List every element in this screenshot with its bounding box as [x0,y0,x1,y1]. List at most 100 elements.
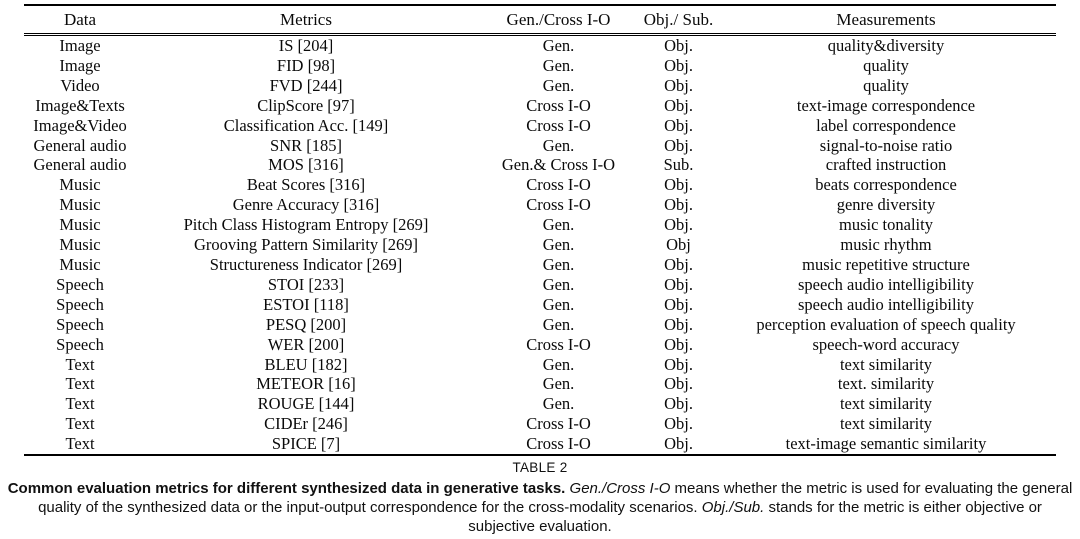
cell-metric: Grooving Pattern Similarity [269] [193,235,419,255]
cell-data: Music [59,175,101,195]
cell-gen-cross-io: Gen.& Cross I-O [501,155,616,175]
cell-gen-cross-io: Gen. [542,394,575,414]
cell-measurement: text-image semantic similarity [785,434,987,454]
table-row: Speech ESTOI [118] Gen. Obj. speech audi… [24,295,1056,315]
table-row: Image&Texts ClipScore [97] Cross I-O Obj… [24,96,1056,116]
cell-gen-cross-io: Cross I-O [526,414,591,434]
cell-measurement: speech-word accuracy [812,334,960,354]
table-row: Text ROUGE [144] Gen. Obj. text similari… [24,394,1056,414]
cell-obj-sub: Obj. [664,414,693,434]
cell-data: Text [65,354,95,374]
cell-measurement: crafted instruction [825,155,947,175]
cell-obj-sub: Obj. [664,36,693,55]
cell-data: Video [60,75,100,95]
cell-gen-cross-io: Cross I-O [526,115,591,135]
cell-obj-sub: Obj. [664,215,693,235]
cell-gen-cross-io: Cross I-O [526,334,591,354]
cell-gen-cross-io: Gen. [542,254,575,274]
cell-metric: Pitch Class Histogram Entropy [269] [183,215,429,235]
col-header-gen-cross-io: Gen./Cross I-O [476,5,641,36]
cell-data: Text [65,414,95,434]
cell-measurement: text. similarity [837,374,935,394]
table-row: Text SPICE [7] Cross I-O Obj. text-image… [24,434,1056,455]
cell-measurement: perception evaluation of speech quality [756,314,1016,334]
cell-data: Text [65,394,95,414]
cell-obj-sub: Obj. [664,314,693,334]
cell-metric: METEOR [16] [256,374,356,394]
cell-measurement: music rhythm [840,235,932,255]
cell-obj-sub: Obj. [664,135,693,155]
cell-data: General audio [33,135,127,155]
table-row: General audio SNR [185] Gen. Obj. signal… [24,136,1056,156]
cell-obj-sub: Obj. [664,354,693,374]
cell-data: Speech [56,334,104,354]
cell-measurement: text similarity [839,354,933,374]
cell-obj-sub: Sub. [663,155,694,175]
table-row: Speech STOI [233] Gen. Obj. speech audio… [24,275,1056,295]
cell-measurement: speech audio intelligibility [798,274,974,294]
cell-gen-cross-io: Gen. [542,374,575,394]
cell-measurement: music tonality [839,215,933,235]
cell-measurement: text similarity [839,414,933,434]
cell-obj-sub: Obj. [664,95,693,115]
table-row: Music Genre Accuracy [316] Cross I-O Obj… [24,195,1056,215]
cell-gen-cross-io: Gen. [542,75,575,95]
cell-measurement: beats correspondence [815,175,957,195]
cell-gen-cross-io: Gen. [542,215,575,235]
cell-gen-cross-io: Gen. [542,354,575,374]
cell-gen-cross-io: Gen. [542,36,575,55]
cell-data: Image&Texts [35,95,125,115]
table-header: Data Metrics Gen./Cross I-O Obj./ Sub. M… [24,5,1056,36]
cell-data: General audio [33,155,127,175]
cell-data: Text [65,434,95,454]
cell-obj-sub: Obj. [664,274,693,294]
table-row: Image IS [204] Gen. Obj. quality&diversi… [24,35,1056,56]
cell-data: Speech [56,274,104,294]
cell-metric: SPICE [7] [271,434,341,454]
cell-metric: Classification Acc. [149] [223,115,389,135]
cell-obj-sub: Obj. [664,374,693,394]
cell-metric: MOS [316] [268,155,344,175]
caption-text-1: means whether the metric is used for eva… [38,480,1073,517]
caption-italic-obj-sub: Obj./Sub. [701,499,765,517]
cell-obj-sub: Obj. [664,294,693,314]
metrics-table: Data Metrics Gen./Cross I-O Obj./ Sub. M… [24,4,1056,457]
cell-data: Text [65,374,95,394]
cell-gen-cross-io: Cross I-O [526,175,591,195]
cell-gen-cross-io: Gen. [542,55,575,75]
table-row: Music Beat Scores [316] Cross I-O Obj. b… [24,175,1056,195]
cell-data: Speech [56,314,104,334]
cell-measurement: genre diversity [836,195,936,215]
cell-measurement: quality&diversity [827,36,945,55]
table-row: Image FID [98] Gen. Obj. quality [24,56,1056,76]
cell-obj-sub: Obj. [664,75,693,95]
cell-gen-cross-io: Cross I-O [526,434,591,454]
cell-obj-sub: Obj. [664,115,693,135]
cell-measurement: speech audio intelligibility [798,294,974,314]
cell-measurement: text-image correspondence [796,95,976,115]
cell-metric: IS [204] [278,36,334,55]
col-header-metrics: Metrics [136,5,476,36]
cell-metric: PESQ [200] [265,314,347,334]
table-row: Speech WER [200] Cross I-O Obj. speech-w… [24,335,1056,355]
table-label: TABLE 2 [512,460,568,476]
cell-metric: Genre Accuracy [316] [232,195,380,215]
cell-gen-cross-io: Gen. [542,294,575,314]
cell-gen-cross-io: Gen. [542,135,575,155]
cell-data: Image [59,36,101,55]
cell-obj-sub: Obj. [664,394,693,414]
cell-measurement: quality [863,55,909,75]
cell-gen-cross-io: Gen. [542,314,575,334]
cell-metric: STOI [233] [267,274,345,294]
cell-gen-cross-io: Cross I-O [526,95,591,115]
table-caption: Common evaluation metrics for different … [5,479,1075,536]
table-row: Speech PESQ [200] Gen. Obj. perception e… [24,315,1056,335]
cell-data: Image [59,55,101,75]
cell-metric: Structureness Indicator [269] [209,254,403,274]
cell-metric: CIDEr [246] [264,414,348,434]
caption-bold-lead: Common evaluation metrics for different … [7,480,570,498]
cell-metric: WER [200] [267,334,345,354]
table-body: Image IS [204] Gen. Obj. quality&diversi… [24,35,1056,456]
cell-measurement: quality [863,75,909,95]
cell-obj-sub: Obj. [664,434,693,454]
